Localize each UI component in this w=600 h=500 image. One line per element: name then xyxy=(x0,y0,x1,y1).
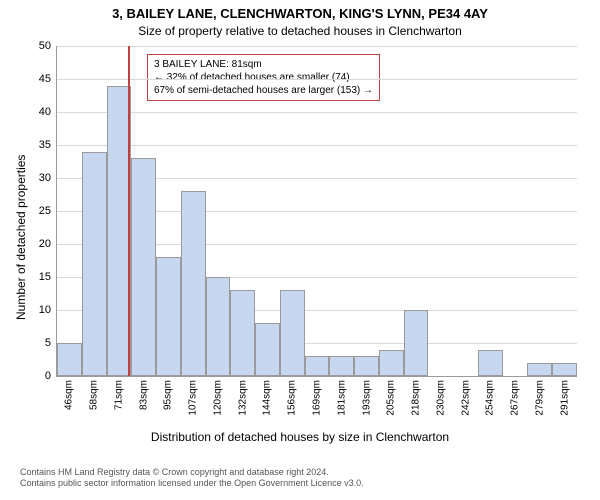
x-tick-label: 230sqm xyxy=(435,380,446,416)
x-tick-label: 58sqm xyxy=(89,380,100,410)
x-tick-label: 205sqm xyxy=(386,380,397,416)
y-tick-label: 45 xyxy=(39,73,51,85)
grid-line xyxy=(57,112,577,113)
histogram-bar xyxy=(181,191,206,376)
x-tick-label: 107sqm xyxy=(188,380,199,416)
callout-line: 67% of semi-detached houses are larger (… xyxy=(154,84,373,97)
grid-line xyxy=(57,145,577,146)
y-tick-label: 30 xyxy=(39,172,51,184)
histogram-bar xyxy=(552,363,577,376)
x-tick-label: 242sqm xyxy=(460,380,471,416)
x-tick-label: 218sqm xyxy=(411,380,422,416)
y-tick-label: 10 xyxy=(39,304,51,316)
footer: Contains HM Land Registry data © Crown c… xyxy=(20,467,364,490)
x-tick-label: 46sqm xyxy=(64,380,75,410)
histogram-bar xyxy=(404,310,429,376)
x-tick-label: 254sqm xyxy=(485,380,496,416)
x-tick-label: 279sqm xyxy=(534,380,545,416)
histogram-bar xyxy=(57,343,82,376)
histogram-bar xyxy=(156,257,181,376)
y-tick-label: 40 xyxy=(39,106,51,118)
x-tick-label: 291sqm xyxy=(559,380,570,416)
histogram-bar xyxy=(527,363,552,376)
y-tick-label: 15 xyxy=(39,271,51,283)
y-tick-label: 0 xyxy=(45,370,51,382)
histogram-bar xyxy=(280,290,305,376)
chart-subtitle: Size of property relative to detached ho… xyxy=(0,24,600,38)
histogram-bar xyxy=(354,356,379,376)
x-tick-label: 193sqm xyxy=(361,380,372,416)
x-tick-label: 169sqm xyxy=(312,380,323,416)
x-tick-label: 156sqm xyxy=(287,380,298,416)
marker-line xyxy=(128,46,130,376)
callout-line: 3 BAILEY LANE: 81sqm xyxy=(154,58,373,71)
x-tick-label: 120sqm xyxy=(212,380,223,416)
histogram-bar xyxy=(305,356,330,376)
y-tick-label: 25 xyxy=(39,205,51,217)
x-tick-label: 71sqm xyxy=(113,380,124,410)
x-axis-label: Distribution of detached houses by size … xyxy=(0,430,600,444)
y-tick-label: 50 xyxy=(39,40,51,52)
histogram-bar xyxy=(131,158,156,376)
histogram-bar xyxy=(206,277,231,376)
histogram-bar xyxy=(255,323,280,376)
y-axis-label: Number of detached properties xyxy=(14,155,28,320)
histogram-bar xyxy=(82,152,107,376)
x-tick-label: 267sqm xyxy=(510,380,521,416)
plot-area: 3 BAILEY LANE: 81sqm ← 32% of detached h… xyxy=(56,46,577,377)
histogram-bar xyxy=(478,350,503,376)
x-tick-label: 95sqm xyxy=(163,380,174,410)
callout-box: 3 BAILEY LANE: 81sqm ← 32% of detached h… xyxy=(147,54,380,101)
grid-line xyxy=(57,79,577,80)
x-tick-label: 144sqm xyxy=(262,380,273,416)
footer-line: Contains HM Land Registry data © Crown c… xyxy=(20,467,364,479)
chart-container: 3, BAILEY LANE, CLENCHWARTON, KING'S LYN… xyxy=(0,0,600,500)
callout-line: ← 32% of detached houses are smaller (74… xyxy=(154,71,373,84)
footer-line: Contains public sector information licen… xyxy=(20,478,364,490)
x-tick-label: 181sqm xyxy=(336,380,347,416)
y-tick-label: 5 xyxy=(45,337,51,349)
histogram-bar xyxy=(230,290,255,376)
y-tick-label: 20 xyxy=(39,238,51,250)
histogram-bar xyxy=(329,356,354,376)
chart-title: 3, BAILEY LANE, CLENCHWARTON, KING'S LYN… xyxy=(0,6,600,21)
y-tick-label: 35 xyxy=(39,139,51,151)
x-tick-label: 132sqm xyxy=(237,380,248,416)
histogram-bar xyxy=(379,350,404,376)
x-tick-label: 83sqm xyxy=(138,380,149,410)
grid-line xyxy=(57,46,577,47)
